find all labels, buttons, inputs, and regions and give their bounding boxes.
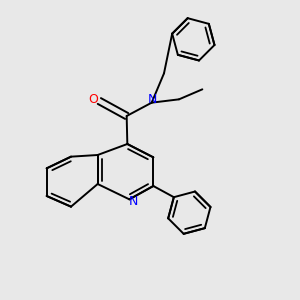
Text: N: N: [148, 93, 157, 106]
Text: N: N: [129, 195, 138, 208]
Text: O: O: [88, 93, 98, 106]
